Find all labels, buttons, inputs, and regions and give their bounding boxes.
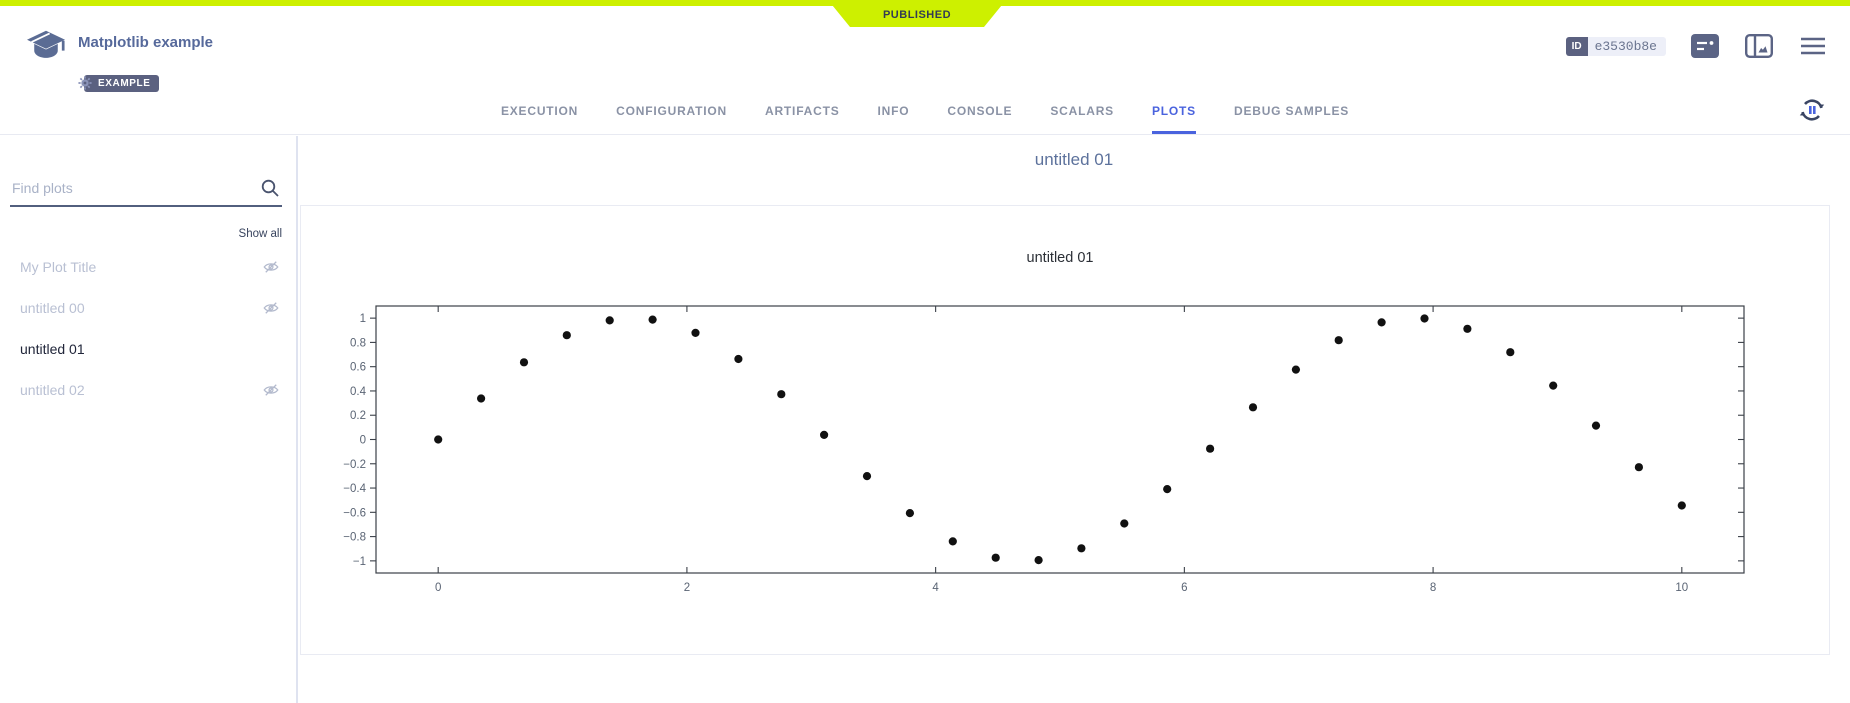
tab-info[interactable]: INFO <box>877 103 910 118</box>
example-badge: EXAMPLE <box>78 75 159 92</box>
plot-list-item[interactable]: untitled 02 <box>0 369 296 410</box>
tab-console[interactable]: CONSOLE <box>947 103 1013 118</box>
svg-text:2: 2 <box>684 582 690 594</box>
svg-text:0.2: 0.2 <box>350 410 366 422</box>
search-field <box>10 176 282 207</box>
svg-text:−0.2: −0.2 <box>343 459 366 471</box>
tab-plots[interactable]: PLOTS <box>1151 87 1196 134</box>
example-badge-label: EXAMPLE <box>98 78 151 89</box>
details-icon[interactable] <box>1690 33 1720 59</box>
plot-item-label: untitled 02 <box>20 381 85 398</box>
hamburger-menu-icon[interactable] <box>1798 33 1828 59</box>
svg-text:0: 0 <box>435 582 441 594</box>
tab-execution[interactable]: EXECUTION <box>500 103 579 118</box>
plot-list-item[interactable]: My Plot Title <box>0 246 296 287</box>
eye-off-icon[interactable] <box>262 381 280 399</box>
status-ribbon: PUBLISHED <box>828 0 1006 27</box>
plot-item-label: untitled 00 <box>20 299 85 316</box>
id-chip[interactable]: ID e3530b8e <box>1565 36 1666 56</box>
id-value: e3530b8e <box>1587 36 1666 56</box>
tab-debug-samples[interactable]: DEBUG SAMPLES <box>1233 103 1350 118</box>
plot-list: My Plot Title untitled 00 untitled 01 untit… <box>0 246 296 410</box>
tab-configuration[interactable]: CONFIGURATION <box>616 103 727 118</box>
gear-icon <box>78 76 92 90</box>
svg-text:4: 4 <box>932 582 939 594</box>
svg-text:0.8: 0.8 <box>350 337 366 349</box>
svg-text:−0.6: −0.6 <box>343 507 366 519</box>
plot-item-label: My Plot Title <box>20 258 97 275</box>
plot-list-item[interactable]: untitled 00 <box>0 287 296 328</box>
auto-refresh-icon[interactable] <box>1796 94 1828 126</box>
header-actions: ID e3530b8e <box>1565 33 1828 59</box>
svg-text:0.4: 0.4 <box>350 386 367 398</box>
svg-text:untitled 01: untitled 01 <box>1027 250 1094 266</box>
page-title: untitled 01 <box>1034 150 1114 169</box>
svg-text:8: 8 <box>1430 582 1436 594</box>
svg-text:6: 6 <box>1181 582 1187 594</box>
tab-bar: EXECUTION CONFIGURATION ARTIFACTS INFO CONSO… <box>0 87 1850 134</box>
svg-text:0.6: 0.6 <box>350 362 366 374</box>
plot-card: untitled 01 0 2 4 6 8 10 −1 −0.8 −0.6 −0.4 −0.2 0 0.2… <box>300 205 1830 655</box>
tab-scalars[interactable]: SCALARS <box>1050 103 1114 118</box>
plots-sidebar: Show all My Plot Title untitled 00 untitle… <box>0 136 298 703</box>
app-logo-icon[interactable] <box>24 28 68 66</box>
eye-off-icon[interactable] <box>262 299 280 317</box>
search-icon[interactable] <box>260 178 280 198</box>
svg-text:0: 0 <box>360 435 366 447</box>
side-panel-chart-icon[interactable] <box>1744 33 1774 59</box>
experiment-title: Matplotlib example <box>78 34 214 51</box>
svg-text:10: 10 <box>1675 582 1688 594</box>
svg-text:−0.8: −0.8 <box>343 532 366 544</box>
svg-text:−0.4: −0.4 <box>343 483 366 495</box>
plot-list-item[interactable]: untitled 01 <box>0 328 296 369</box>
status-label: PUBLISHED <box>882 8 952 21</box>
eye-off-icon[interactable] <box>262 258 280 276</box>
id-label: ID <box>1565 36 1588 56</box>
header: PUBLISHED Matplotlib example <box>0 0 1850 135</box>
search-input[interactable] <box>10 176 282 207</box>
scatter-chart[interactable]: untitled 01 0 2 4 6 8 10 −1 −0.8 −0.6 −0.4 −0.2 0 0.2… <box>331 236 1764 601</box>
svg-text:−1: −1 <box>353 556 366 568</box>
plot-item-label: untitled 01 <box>20 340 85 357</box>
svg-text:1: 1 <box>360 313 366 325</box>
tab-artifacts[interactable]: ARTIFACTS <box>765 103 840 118</box>
show-all-link[interactable]: Show all <box>238 228 282 240</box>
